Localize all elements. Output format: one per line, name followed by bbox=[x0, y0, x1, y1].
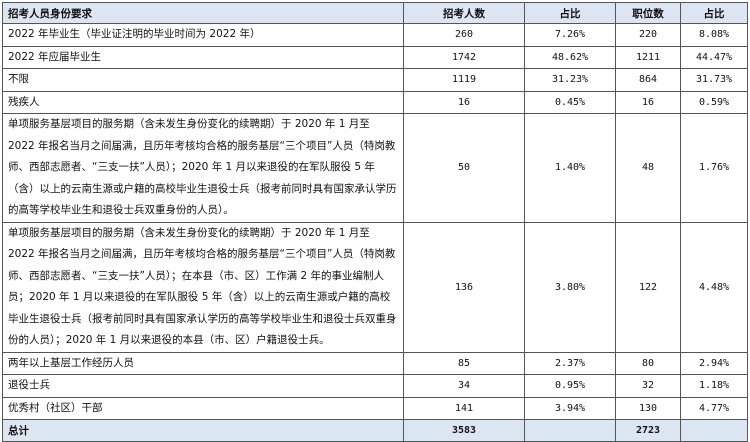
total-positions-pct bbox=[680, 419, 748, 442]
cell-positions-pct: 1.18% bbox=[680, 374, 748, 398]
cell-positions-pct: 2.94% bbox=[680, 351, 748, 375]
cell-positions-pct: 1.76% bbox=[680, 113, 748, 223]
cell-identity: 2022 年应届毕业生 bbox=[2, 45, 404, 69]
cell-applicants: 141 bbox=[403, 396, 525, 420]
header-applicants: 招考人数 bbox=[403, 2, 525, 24]
cell-applicants: 1119 bbox=[403, 68, 525, 92]
total-applicants-pct bbox=[524, 419, 616, 442]
cell-applicants: 1742 bbox=[403, 45, 525, 69]
cell-identity: 残疾人 bbox=[2, 90, 404, 114]
cell-applicants-pct: 7.26% bbox=[524, 23, 616, 47]
table-row: 2022 年应届毕业生 1742 48.62% 1211 44.47% bbox=[2, 45, 748, 69]
cell-applicants-pct: 1.40% bbox=[524, 113, 616, 223]
header-row: 招考人员身份要求 招考人数 占比 职位数 占比 bbox=[2, 2, 748, 24]
cell-applicants-pct: 48.62% bbox=[524, 45, 616, 69]
cell-positions: 122 bbox=[615, 221, 681, 353]
table-row: 退役士兵 34 0.95% 32 1.18% bbox=[2, 374, 748, 398]
cell-positions: 16 bbox=[615, 90, 681, 114]
cell-identity: 2022 年毕业生（毕业证注明的毕业时间为 2022 年） bbox=[2, 23, 404, 47]
cell-identity: 退役士兵 bbox=[2, 374, 404, 398]
cell-positions: 32 bbox=[615, 374, 681, 398]
table-row: 残疾人 16 0.45% 16 0.59% bbox=[2, 90, 748, 114]
cell-positions: 48 bbox=[615, 113, 681, 223]
total-positions: 2723 bbox=[615, 419, 681, 442]
cell-identity: 优秀村（社区）干部 bbox=[2, 396, 404, 420]
cell-applicants: 34 bbox=[403, 374, 525, 398]
table-row: 2022 年毕业生（毕业证注明的毕业时间为 2022 年） 260 7.26% 220… bbox=[2, 23, 748, 47]
cell-positions: 80 bbox=[615, 351, 681, 375]
table-row: 优秀村（社区）干部 141 3.94% 130 4.77% bbox=[2, 396, 748, 420]
table-row: 不限 1119 31.23% 864 31.73% bbox=[2, 68, 748, 92]
cell-positions-pct: 44.47% bbox=[680, 45, 748, 69]
table-row: 单项服务基层项目的服务期（含未发生身份变化的续聘期）于 2020 年 1 月至 … bbox=[2, 221, 748, 353]
cell-identity: 不限 bbox=[2, 68, 404, 92]
header-applicants-pct: 占比 bbox=[524, 2, 616, 24]
cell-applicants-pct: 31.23% bbox=[524, 68, 616, 92]
header-identity: 招考人员身份要求 bbox=[2, 2, 404, 24]
cell-identity: 两年以上基层工作经历人员 bbox=[2, 351, 404, 375]
cell-applicants: 136 bbox=[403, 221, 525, 353]
cell-applicants: 16 bbox=[403, 90, 525, 114]
total-row: 总计 3583 2723 bbox=[2, 419, 748, 442]
header-positions-pct: 占比 bbox=[680, 2, 748, 24]
cell-applicants: 260 bbox=[403, 23, 525, 47]
cell-positions: 1211 bbox=[615, 45, 681, 69]
cell-applicants-pct: 3.80% bbox=[524, 221, 616, 353]
cell-positions: 220 bbox=[615, 23, 681, 47]
cell-applicants-pct: 0.45% bbox=[524, 90, 616, 114]
table-row: 单项服务基层项目的服务期（含未发生身份变化的续聘期）于 2020 年 1 月至 … bbox=[2, 113, 748, 223]
cell-positions-pct: 4.77% bbox=[680, 396, 748, 420]
cell-applicants: 85 bbox=[403, 351, 525, 375]
total-applicants: 3583 bbox=[403, 419, 525, 442]
cell-applicants-pct: 3.94% bbox=[524, 396, 616, 420]
cell-positions-pct: 0.59% bbox=[680, 90, 748, 114]
cell-positions: 130 bbox=[615, 396, 681, 420]
cell-positions: 864 bbox=[615, 68, 681, 92]
cell-applicants: 50 bbox=[403, 113, 525, 223]
cell-positions-pct: 8.08% bbox=[680, 23, 748, 47]
total-label: 总计 bbox=[2, 419, 404, 442]
cell-identity: 单项服务基层项目的服务期（含未发生身份变化的续聘期）于 2020 年 1 月至 … bbox=[2, 113, 404, 223]
cell-identity: 单项服务基层项目的服务期（含未发生身份变化的续聘期）于 2020 年 1 月至 … bbox=[2, 221, 404, 353]
header-positions: 职位数 bbox=[615, 2, 681, 24]
cell-applicants-pct: 0.95% bbox=[524, 374, 616, 398]
cell-positions-pct: 31.73% bbox=[680, 68, 748, 92]
cell-positions-pct: 4.48% bbox=[680, 221, 748, 353]
cell-applicants-pct: 2.37% bbox=[524, 351, 616, 375]
table-row: 两年以上基层工作经历人员 85 2.37% 80 2.94% bbox=[2, 351, 748, 375]
